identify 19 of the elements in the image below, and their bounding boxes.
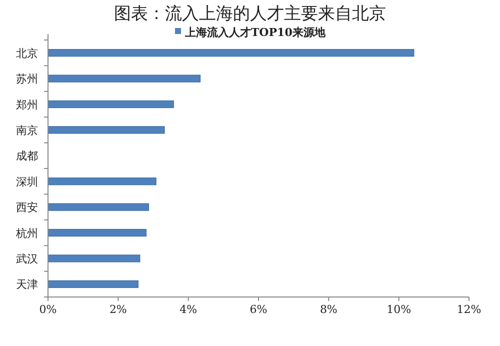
- legend-label: 上海流入人才TOP10来源地: [185, 26, 326, 39]
- category-label: 郑州: [16, 98, 38, 112]
- category-label: 武汉: [16, 252, 38, 266]
- category-label: 西安: [16, 201, 38, 214]
- tick-label: 8%: [320, 303, 338, 316]
- tick-label: 12%: [456, 303, 482, 316]
- category-label: 南京: [16, 124, 38, 137]
- category-label: 北京: [16, 46, 38, 60]
- category-label: 天津: [16, 278, 38, 292]
- category-label: 杭州: [16, 226, 38, 240]
- tick-label: 6%: [250, 303, 268, 316]
- tick-label: 0%: [39, 303, 57, 316]
- tick-label: 4%: [180, 303, 198, 316]
- category-label: 苏州: [16, 72, 38, 86]
- tick-label: 10%: [386, 303, 412, 316]
- category-label: 成都: [16, 150, 38, 163]
- tick-label: 2%: [109, 303, 127, 316]
- title: 图表：流入上海的人才主要来自北京: [114, 4, 386, 24]
- category-label: 深圳: [16, 175, 38, 188]
